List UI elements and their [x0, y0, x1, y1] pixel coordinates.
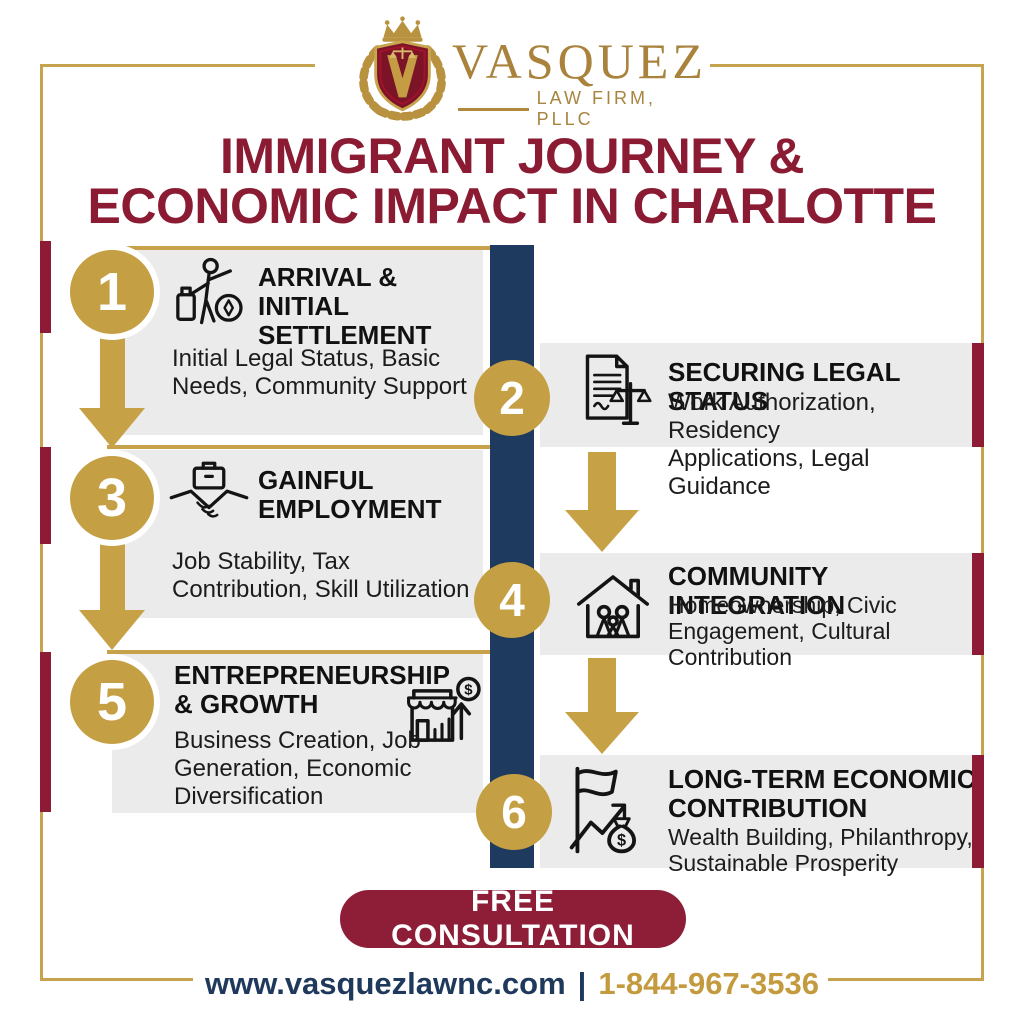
step-desc-line: Homeownership, Civic — [668, 592, 897, 618]
brand-subtitle: LAW FIRM, PLLC — [536, 88, 656, 129]
step-card-1: ARRIVAL & INITIAL SETTLEMENT Initial Leg… — [112, 249, 483, 435]
accent-bar-right-3 — [972, 755, 984, 868]
gold-divider-1 — [107, 246, 533, 250]
gold-divider-2 — [107, 445, 533, 449]
accent-bar-right-1 — [972, 343, 984, 447]
step-desc-line: Diversification — [174, 783, 324, 810]
free-consultation-button[interactable]: FREE CONSULTATION — [340, 885, 686, 952]
accent-bar-left-1 — [40, 241, 51, 333]
step-number-badge-4: 4 — [474, 562, 550, 638]
house-family-icon — [577, 575, 649, 639]
website-link[interactable]: www.vasquezlawnc.com — [205, 966, 566, 1001]
step-desc-line: Contribution, Skill Utilization — [172, 576, 470, 603]
step-title-line: LONG-TERM ECONOMIC — [668, 764, 976, 794]
frame-bottom-right-segment — [828, 978, 984, 981]
step-title-line: EMPLOYMENT — [258, 494, 442, 524]
step-desc-line: Business Creation, Job — [174, 727, 421, 754]
accent-bar-left-3 — [40, 652, 51, 812]
handshake-briefcase-icon — [169, 461, 249, 518]
flow-arrow-2 — [588, 452, 616, 510]
firm-crest-logo — [359, 16, 446, 121]
step-card-3: GAINFUL EMPLOYMENT Job Stability, Tax Co… — [112, 450, 483, 618]
frame-right — [981, 64, 984, 981]
footer-contact-bar: www.vasquezlawnc.com | 1-844-967-3536 — [0, 966, 1024, 1002]
flow-arrow-3 — [100, 542, 125, 610]
page-title-line2: ECONOMIC IMPACT IN CHARLOTTE — [87, 178, 937, 234]
flow-arrow-1-head — [79, 408, 145, 448]
step-title-line: SECURING LEGAL STATUS — [668, 357, 901, 416]
step-number-badge-5: 5 — [64, 654, 160, 750]
step-number-badge-3: 3 — [64, 450, 160, 546]
timeline-spine — [490, 245, 534, 868]
step-desc-line: Contribution — [668, 644, 793, 670]
step-number-badge-6: 6 — [476, 774, 552, 850]
flow-arrow-1 — [100, 338, 125, 408]
accent-bar-right-2 — [972, 553, 984, 655]
flow-arrow-4-head — [565, 712, 639, 754]
storefront-growth-icon: $ — [407, 676, 481, 742]
frame-top-left-segment — [40, 64, 315, 67]
step-desc-line: Initial Legal Status, Basic — [172, 345, 441, 372]
step-title-line: & GROWTH — [174, 689, 319, 719]
svg-text:$: $ — [464, 681, 473, 698]
accent-bar-left-2 — [40, 447, 51, 544]
page-title-line1: IMMIGRANT JOURNEY & — [219, 128, 805, 184]
step-card-2: SECURING LEGAL STATUS Work Authorization… — [540, 343, 972, 500]
flow-arrow-2-head — [565, 510, 639, 552]
step-desc-line: Engagement, Cultural — [668, 618, 891, 644]
step-desc-line: Sustainable Prosperity — [668, 850, 899, 876]
step-title-line: GAINFUL — [258, 465, 374, 495]
step-card-6: $ LONG-TERM ECONOMIC CONTRIBUTION Wealth… — [540, 755, 976, 876]
step-title-line: COMMUNITY INTEGRATION — [668, 561, 846, 620]
step-desc-line: Applications, Legal Guidance — [668, 445, 870, 500]
flow-arrow-4 — [588, 658, 616, 712]
flag-wealth-icon: $ — [569, 766, 636, 854]
step-title-line: CONTRIBUTION — [668, 793, 868, 823]
document-scales-icon — [585, 354, 652, 425]
frame-bottom-left-segment — [40, 978, 193, 981]
step-desc-line: Work Authorization, Residency — [668, 389, 876, 444]
step-desc-line: Job Stability, Tax — [172, 548, 350, 575]
brand-name: VASQUEZ — [452, 33, 707, 89]
footer-separator: | — [577, 966, 587, 1001]
step-card-4: COMMUNITY INTEGRATION Homeownership, Civ… — [540, 553, 972, 670]
step-card-5: ENTREPRENEURSHIP & GROWTH $ Business Cre… — [112, 653, 483, 813]
step-title-line: ENTREPRENEURSHIP — [174, 660, 450, 690]
svg-text:$: $ — [617, 832, 626, 850]
frame-top-right-segment — [710, 64, 984, 67]
traveler-compass-icon — [176, 257, 243, 325]
phone-link[interactable]: 1-844-967-3536 — [598, 966, 819, 1001]
step-title-line: SETTLEMENT — [258, 320, 432, 350]
brand-subtitle-rule — [458, 107, 529, 111]
step-desc-line: Generation, Economic — [174, 755, 412, 782]
step-desc-line: Wealth Building, Philanthropy, — [668, 824, 973, 850]
gold-divider-3 — [107, 650, 533, 654]
step-number-badge-1: 1 — [64, 244, 160, 340]
step-title-line: ARRIVAL & INITIAL — [258, 262, 398, 321]
step-desc-line: Needs, Community Support — [172, 373, 467, 400]
flow-arrow-3-head — [79, 610, 145, 650]
step-number-badge-2: 2 — [474, 360, 550, 436]
